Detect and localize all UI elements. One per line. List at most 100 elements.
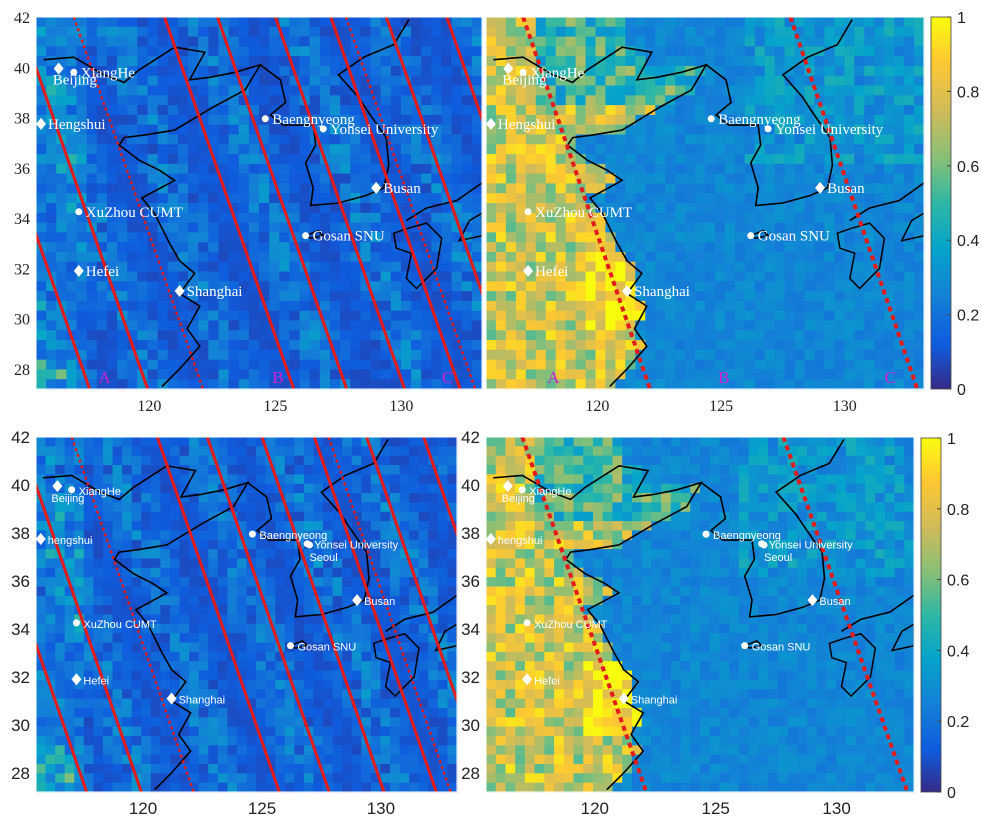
x-tick-label: 120	[585, 398, 609, 415]
heatmap-cell	[150, 614, 161, 625]
heatmap-cell	[106, 144, 118, 155]
heatmap-cell	[147, 330, 159, 341]
heatmap-cell	[160, 689, 171, 700]
heatmap-cell	[208, 134, 220, 145]
heatmap-cell	[447, 465, 458, 475]
heatmap-cell	[370, 26, 382, 38]
heatmap-cell	[884, 144, 895, 155]
heatmap-cell	[227, 605, 238, 616]
heatmap-cell	[66, 320, 78, 331]
heatmap-cell	[147, 320, 159, 331]
heatmap-cell	[421, 75, 432, 87]
heatmap-cell	[64, 595, 75, 606]
heatmap-cell	[744, 75, 756, 87]
heatmap-cell	[441, 124, 453, 136]
heatmap-cell	[884, 281, 895, 292]
heatmap-cell	[275, 530, 286, 541]
heatmap-cell	[294, 651, 305, 662]
heatmap-cell	[218, 46, 230, 57]
heatmap-cell	[804, 144, 816, 155]
heatmap-cell	[64, 465, 75, 475]
heatmap-cell	[390, 124, 402, 136]
heatmap-cell	[655, 359, 666, 371]
heatmap-cell	[615, 46, 626, 57]
heatmap-cell	[545, 193, 557, 204]
heatmap-cell	[198, 114, 209, 126]
heatmap-cell	[45, 717, 56, 728]
heatmap-cell	[299, 193, 311, 204]
heatmap-cell	[390, 707, 401, 718]
heatmap-cell	[117, 320, 128, 331]
heatmap-cell	[441, 379, 453, 390]
heatmap-cell	[294, 455, 305, 466]
heatmap-cell	[361, 717, 372, 728]
heatmap-cell	[74, 521, 85, 532]
heatmap-cell	[615, 154, 626, 165]
heatmap-cell	[160, 474, 171, 485]
heatmap-cell	[259, 163, 270, 175]
heatmap-cell	[350, 105, 361, 116]
heatmap-cell	[824, 65, 835, 77]
heatmap-cell	[399, 493, 410, 503]
heatmap-cell	[86, 340, 98, 351]
heatmap-cell	[685, 222, 696, 233]
orbit-track	[445, 17, 482, 124]
heatmap-cell	[360, 349, 372, 361]
heatmap-cell	[179, 670, 190, 681]
heatmap-cell	[495, 349, 507, 361]
heatmap-cell	[36, 595, 47, 606]
heatmap-cell	[329, 46, 341, 57]
heatmap-cell	[150, 455, 161, 466]
heatmap-cell	[784, 310, 796, 322]
heatmap-cell	[447, 717, 458, 728]
heatmap-cell	[279, 154, 291, 165]
heatmap-cell	[486, 359, 497, 371]
heatmap-cell	[774, 114, 786, 126]
heatmap-cell	[284, 483, 295, 494]
heatmap-cell	[289, 105, 301, 116]
heatmap-cell	[96, 232, 108, 243]
region-label: C	[442, 368, 453, 387]
heatmap-cell	[814, 271, 826, 282]
heatmap-cell	[198, 605, 209, 616]
heatmap-cell	[399, 754, 410, 765]
heatmap-cell	[269, 36, 280, 47]
heatmap-cell	[289, 26, 301, 38]
heatmap-cell	[904, 281, 915, 292]
heatmap-cell	[685, 271, 696, 282]
heatmap-cell	[794, 281, 806, 292]
heatmap-cell	[198, 754, 209, 765]
heatmap-cell	[675, 173, 686, 185]
heatmap-cell	[279, 261, 291, 273]
heatmap-cell	[814, 56, 826, 67]
heatmap-cell	[76, 17, 88, 28]
heatmap-cell	[36, 310, 47, 322]
heatmap-cell	[55, 493, 66, 503]
heatmap-cell	[289, 163, 301, 175]
heatmap-cell	[323, 735, 334, 746]
heatmap-cell	[169, 549, 181, 560]
heatmap-cell	[36, 320, 47, 331]
heatmap-cell	[208, 493, 219, 503]
heatmap-cell	[238, 105, 250, 116]
heatmap-cell	[565, 251, 577, 263]
heatmap-cell	[515, 251, 527, 263]
heatmap-cell	[360, 261, 372, 273]
heatmap-cell	[117, 163, 128, 175]
heatmap-cell	[36, 437, 47, 447]
heatmap-cell	[227, 465, 238, 475]
heatmap-cell	[329, 163, 341, 175]
heatmap-cell	[188, 144, 199, 155]
heatmap-cell	[36, 465, 47, 475]
site-diamond-marker	[174, 284, 185, 297]
heatmap-cell	[179, 577, 190, 588]
heatmap-cell	[323, 717, 334, 728]
heatmap-cell	[804, 193, 816, 204]
heatmap-cell	[555, 183, 567, 194]
heatmap-cell	[754, 349, 766, 361]
heatmap-cell	[122, 521, 133, 532]
heatmap-cell	[208, 242, 220, 253]
heatmap-cell	[824, 291, 835, 302]
heatmap-cell	[545, 271, 557, 282]
heatmap-cell	[695, 134, 706, 145]
